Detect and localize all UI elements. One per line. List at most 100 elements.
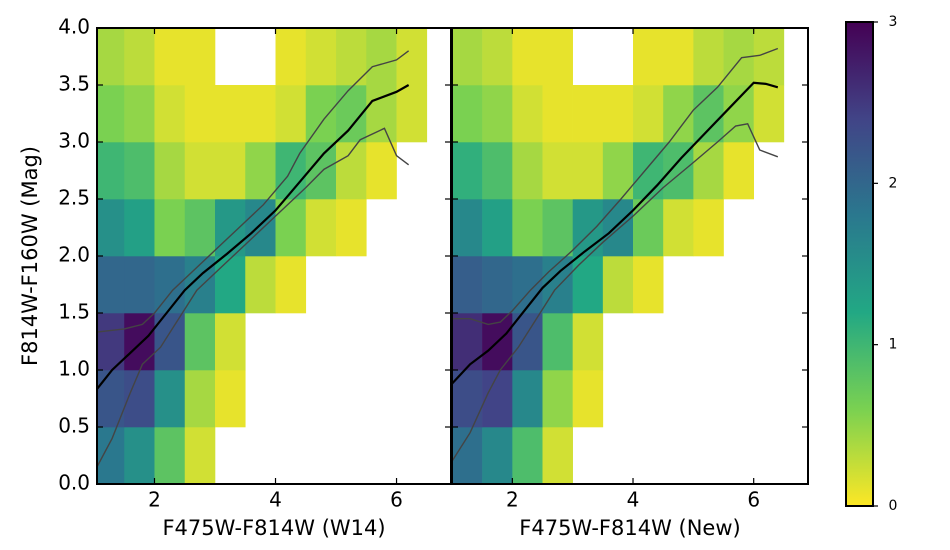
heatmap-cell [512, 313, 543, 371]
heatmap-cell [97, 28, 125, 86]
heatmap-cell [633, 142, 664, 200]
heatmap-cell [482, 199, 513, 257]
heatmap-cell [542, 28, 573, 86]
heatmap-cell [663, 85, 694, 143]
heatmap-cell [366, 142, 397, 200]
heatmap-cell [97, 256, 125, 314]
heatmap-cell [97, 199, 125, 257]
heatmap-cell [542, 370, 573, 428]
heatmap-cell [452, 313, 483, 371]
heatmap-cell [154, 256, 186, 314]
heatmap-cell [124, 199, 155, 257]
heatmap-cell [512, 199, 543, 257]
series-line [97, 127, 410, 469]
heatmap-cell [693, 142, 724, 200]
heatmap-cell [184, 313, 216, 371]
heatmap-cell [336, 28, 367, 86]
heatmap-cell [184, 85, 216, 143]
heatmap-cell [482, 427, 513, 484]
heatmap-cell [97, 427, 125, 484]
heatmap-cell [542, 142, 573, 200]
heatmap-cell [512, 256, 543, 314]
heatmap-cell [572, 370, 604, 428]
lines [452, 47, 779, 462]
heatmap-cell [215, 199, 246, 257]
y-tick-label: 2.0 [58, 243, 90, 267]
heatmap-cell [482, 85, 513, 143]
heatmap-cell [482, 370, 513, 428]
heatmap-cell [723, 85, 754, 143]
heatmap-cell [245, 256, 276, 314]
series-line [97, 84, 410, 391]
colorbar-tick-label: 2 [889, 175, 898, 191]
heatmap-cell [572, 142, 604, 200]
heatmap-cell [633, 199, 664, 257]
heatmap-cell [275, 199, 307, 257]
heatmap-cell [482, 28, 513, 86]
heatmap-cell [215, 370, 246, 428]
heatmap-cell [452, 256, 483, 314]
heatmap-cell [633, 28, 664, 86]
heatmap-cell [154, 427, 186, 484]
heatmap-cell [663, 199, 694, 257]
series-line [97, 50, 410, 333]
heatmap-cell [723, 142, 754, 200]
x-tick-label: 4 [627, 488, 640, 512]
heatmap-cell [124, 142, 155, 200]
heatmap-cell [512, 142, 543, 200]
x-axis-label: F475W-F814W (New) [519, 516, 740, 540]
heatmap-cell [753, 28, 785, 86]
heatmap-cell [184, 142, 216, 200]
x-tick-label: 6 [390, 488, 403, 512]
x-tick-label: 2 [506, 488, 519, 512]
series-line [452, 81, 779, 385]
heatmap-cell [572, 85, 604, 143]
series-line [452, 122, 779, 462]
x-tick-label: 6 [747, 488, 760, 512]
heatmap-cell [602, 199, 634, 257]
heatmap-cell [124, 85, 155, 143]
heatmap-cell [602, 85, 634, 143]
heatmap-cell [542, 85, 573, 143]
heatmap-cell [452, 85, 483, 143]
heatmap-cell [215, 313, 246, 371]
heatmap-cell [542, 199, 573, 257]
colorbar-tick-label: 3 [889, 14, 898, 30]
heatmap-cell [275, 256, 307, 314]
heatmap-cell [452, 142, 483, 200]
heatmap-cell [482, 256, 513, 314]
heatmap-cell [633, 85, 664, 143]
heatmap-cell [154, 85, 186, 143]
colorbar-tick-label: 0 [889, 498, 898, 514]
heatmap-cell [693, 199, 724, 257]
colorbar-tick-label: 1 [889, 337, 898, 353]
heatmap-cell [482, 142, 513, 200]
heatmap-cell [124, 28, 155, 86]
heatmap-cell [512, 370, 543, 428]
heatmap-cell [305, 142, 337, 200]
heatmap [452, 28, 785, 484]
heatmap-cell [124, 427, 155, 484]
heatmap-cell [512, 85, 543, 143]
heatmap-cell [215, 142, 246, 200]
heatmap-cell [305, 199, 337, 257]
y-tick-label: 1.5 [58, 300, 90, 324]
heatmap-cell [124, 370, 155, 428]
heatmap-cell [97, 142, 125, 200]
heatmap-cell [124, 256, 155, 314]
heatmap-cell [275, 85, 307, 143]
y-tick-label: 3.0 [58, 129, 90, 153]
heatmap-cell [215, 85, 246, 143]
heatmap-cell [275, 28, 307, 86]
x-axis-label: F475W-F814W (W14) [162, 516, 385, 540]
heatmap-cell [693, 85, 724, 143]
heatmap-cell [305, 28, 337, 86]
heatmap-cell [184, 370, 216, 428]
heatmap-cell [154, 370, 186, 428]
heatmap-cell [97, 313, 125, 371]
heatmap [97, 28, 428, 484]
heatmap-cell [396, 85, 428, 143]
heatmap-cell [154, 199, 186, 257]
heatmap-cell [245, 199, 276, 257]
